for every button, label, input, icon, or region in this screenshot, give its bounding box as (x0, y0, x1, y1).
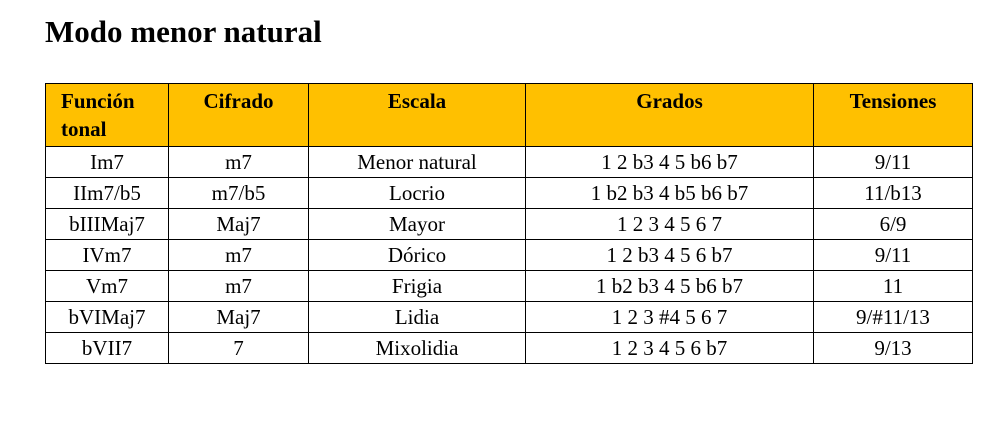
table-cell: bVIMaj7 (45, 301, 169, 333)
table-cell: Frigia (308, 270, 526, 302)
table-row: bVIMaj7 Maj7 Lidia 1 2 3 #4 5 6 7 9/#11/13 (45, 301, 973, 333)
table-cell: Locrio (308, 177, 526, 209)
table-cell: 9/11 (813, 239, 973, 271)
table-cell: 1 b2 b3 4 5 b6 b7 (525, 270, 814, 302)
table-cell: Maj7 (168, 208, 309, 240)
table-cell: m7 (168, 239, 309, 271)
table-cell: Mayor (308, 208, 526, 240)
table-cell: 6/9 (813, 208, 973, 240)
table-cell: Lidia (308, 301, 526, 333)
table-cell: 1 2 3 4 5 6 7 (525, 208, 814, 240)
table-cell: m7/b5 (168, 177, 309, 209)
column-header: Grados (525, 83, 814, 147)
table-cell: 9/13 (813, 332, 973, 364)
table-cell: bVII7 (45, 332, 169, 364)
column-header: Escala (308, 83, 526, 147)
table-row: IVm7 m7 Dórico 1 2 b3 4 5 6 b7 9/11 (45, 239, 973, 271)
table-cell: Maj7 (168, 301, 309, 333)
table-cell: Vm7 (45, 270, 169, 302)
table-cell: m7 (168, 146, 309, 178)
table-cell: Menor natural (308, 146, 526, 178)
table-cell: IVm7 (45, 239, 169, 271)
header-row: Función tonal Cifrado Escala Grados Tensione… (45, 83, 973, 147)
table-cell: Dórico (308, 239, 526, 271)
table-cell: 11 (813, 270, 973, 302)
table-cell: IIm7/b5 (45, 177, 169, 209)
column-header: Tensiones (813, 83, 973, 147)
table-cell: 1 2 b3 4 5 b6 b7 (525, 146, 814, 178)
table-cell: Mixolidia (308, 332, 526, 364)
table-row: bVII7 7 Mixolidia 1 2 3 4 5 6 b7 9/13 (45, 332, 973, 364)
table-cell: 11/b13 (813, 177, 973, 209)
table-cell: 9/#11/13 (813, 301, 973, 333)
column-header: Cifrado (168, 83, 309, 147)
table-cell: 1 2 b3 4 5 6 b7 (525, 239, 814, 271)
table-cell: m7 (168, 270, 309, 302)
table-cell: 7 (168, 332, 309, 364)
table-row: IIm7/b5 m7/b5 Locrio 1 b2 b3 4 b5 b6 b7 11/b… (45, 177, 973, 209)
table-cell: Im7 (45, 146, 169, 178)
table-cell: bIIIMaj7 (45, 208, 169, 240)
table-row: bIIIMaj7 Maj7 Mayor 1 2 3 4 5 6 7 6/9 (45, 208, 973, 240)
table-cell: 1 b2 b3 4 b5 b6 b7 (525, 177, 814, 209)
title: Modo menor natural (45, 14, 322, 49)
table-row: Im7 m7 Menor natural 1 2 b3 4 5 b6 b7 9/11 (45, 146, 973, 178)
table-row: Vm7 m7 Frigia 1 b2 b3 4 5 b6 b7 11 (45, 270, 973, 302)
column-header: Función tonal (45, 83, 169, 147)
table-cell: 9/11 (813, 146, 973, 178)
table-body: Im7 m7 Menor natural 1 2 b3 4 5 b6 b7 9/11 II… (45, 146, 973, 364)
table-cell: 1 2 3 #4 5 6 7 (525, 301, 814, 333)
table-cell: 1 2 3 4 5 6 b7 (525, 332, 814, 364)
table: Función tonal Cifrado Escala Grados Tensione… (45, 83, 973, 364)
